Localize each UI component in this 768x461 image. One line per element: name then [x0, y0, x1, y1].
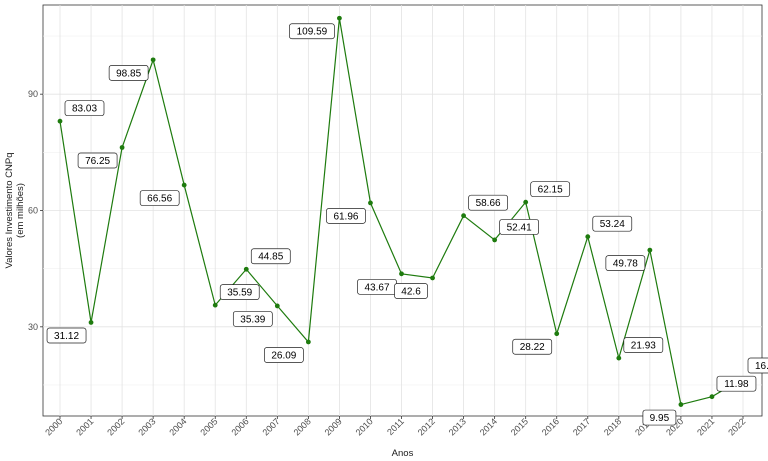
data-label-text: 76.25: [85, 156, 110, 167]
data-label: 26.09: [264, 347, 304, 363]
x-axis-title: Anos: [392, 448, 414, 459]
data-label-text: 11.98: [724, 379, 749, 390]
data-label: 58.66: [468, 194, 508, 211]
data-point: [57, 118, 63, 124]
data-label-text: 28.22: [520, 342, 545, 353]
data-label: 44.85: [250, 248, 291, 265]
data-point: [709, 394, 715, 400]
y-axis-title-line2: (em milhões): [15, 183, 26, 238]
data-point: [399, 271, 404, 277]
data-label: 11.98: [716, 375, 757, 392]
data-label-box: [512, 338, 553, 355]
data-point: [492, 237, 498, 243]
data-label-text: 49.78: [613, 259, 638, 270]
data-label-text: 53.24: [600, 219, 625, 230]
data-point: [430, 275, 435, 281]
data-label-text: 52.41: [507, 222, 532, 233]
data-label-text: 62.15: [538, 185, 563, 196]
data-label-text: 83.03: [72, 104, 97, 115]
data-label-box: [394, 283, 428, 299]
data-point: [647, 247, 653, 253]
data-label: 35.39: [232, 311, 273, 327]
data-point: [585, 234, 591, 240]
data-label-box: [77, 152, 118, 169]
data-label-box: [289, 23, 335, 40]
data-label-text: 66.56: [147, 194, 172, 205]
data-label-box: [46, 327, 87, 344]
data-label-text: 35.59: [227, 288, 252, 299]
data-label-text: 61.96: [333, 211, 358, 222]
data-label: 61.96: [326, 208, 366, 224]
data-label-text: 43.67: [364, 282, 389, 293]
data-label-text: 42.6: [401, 286, 421, 297]
data-label-box: [326, 208, 366, 224]
data-point: [181, 182, 187, 188]
data-label-box: [623, 337, 664, 353]
data-label: 49.78: [605, 255, 646, 271]
data-point: [305, 339, 311, 345]
data-label-text: 21.93: [631, 341, 656, 352]
data-point: [523, 199, 529, 205]
data-point: [554, 331, 560, 337]
data-label: 83.03: [64, 100, 105, 117]
y-axis-title-line1: Valores Investimento CNPq: [4, 153, 15, 269]
data-label-box: [592, 215, 633, 232]
data-label-box: [716, 375, 757, 392]
data-label-text: 58.66: [476, 198, 501, 209]
y-tick-label: 30: [28, 322, 38, 332]
data-label-text: 35.39: [240, 314, 265, 325]
data-label-box: [468, 194, 508, 211]
data-label: 42.6: [394, 283, 428, 299]
data-label-box: [642, 409, 677, 426]
data-point: [212, 302, 218, 308]
data-point: [616, 355, 622, 361]
data-label-text: 98.85: [116, 68, 141, 79]
data-point: [150, 57, 156, 63]
data-label-box: [219, 284, 260, 300]
data-label: 66.56: [139, 190, 180, 206]
data-point: [368, 200, 373, 206]
y-tick-label: 90: [28, 89, 38, 99]
y-tick-label: 60: [28, 206, 38, 216]
data-label-box: [499, 219, 539, 235]
data-label: 21.93: [623, 337, 664, 353]
data-label: 62.15: [530, 181, 571, 198]
data-label: 43.67: [357, 278, 397, 295]
data-label-box: [232, 311, 273, 327]
data-point: [119, 145, 125, 150]
data-label-box: [264, 347, 304, 363]
data-label-box: [139, 190, 180, 206]
data-point: [337, 15, 342, 21]
data-label: 16.67: [747, 357, 768, 374]
data-label-text: 31.12: [54, 331, 79, 342]
data-label-box: [64, 100, 105, 117]
data-label-text: 109.59: [297, 27, 328, 38]
y-axis-title: Valores Investimento CNPq (em milhões): [4, 153, 26, 269]
data-label: 53.24: [592, 215, 633, 232]
data-label: 52.41: [499, 219, 539, 235]
data-label-text: 26.09: [271, 350, 296, 361]
data-label-text: 16.67: [755, 361, 768, 372]
data-label: 109.59: [289, 23, 335, 40]
data-label-box: [108, 65, 149, 81]
data-label: 28.22: [512, 338, 553, 355]
data-label-text: 44.85: [258, 252, 283, 263]
data-point: [461, 213, 466, 219]
data-point: [88, 320, 94, 325]
data-point: [678, 402, 684, 407]
data-labels: 83.03 31.12 76.25 98.85 66.56 35.59 44.85 35.39…: [46, 23, 768, 426]
data-label: 9.95: [642, 409, 677, 426]
data-label-box: [530, 181, 571, 198]
data-point: [243, 266, 249, 272]
data-label-box: [250, 248, 291, 265]
data-label-text: 9.95: [650, 413, 670, 424]
data-label: 98.85: [108, 65, 149, 81]
data-label: 31.12: [46, 327, 87, 344]
data-label-box: [605, 255, 646, 271]
data-point: [274, 303, 280, 309]
data-label: 35.59: [219, 284, 260, 300]
data-label: 76.25: [77, 152, 118, 169]
